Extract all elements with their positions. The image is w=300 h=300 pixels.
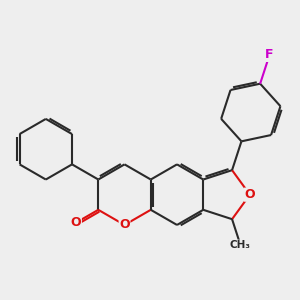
Text: F: F	[265, 48, 274, 62]
Text: O: O	[71, 216, 81, 229]
Text: O: O	[244, 188, 255, 201]
Text: CH₃: CH₃	[230, 240, 251, 250]
Text: O: O	[119, 218, 130, 232]
